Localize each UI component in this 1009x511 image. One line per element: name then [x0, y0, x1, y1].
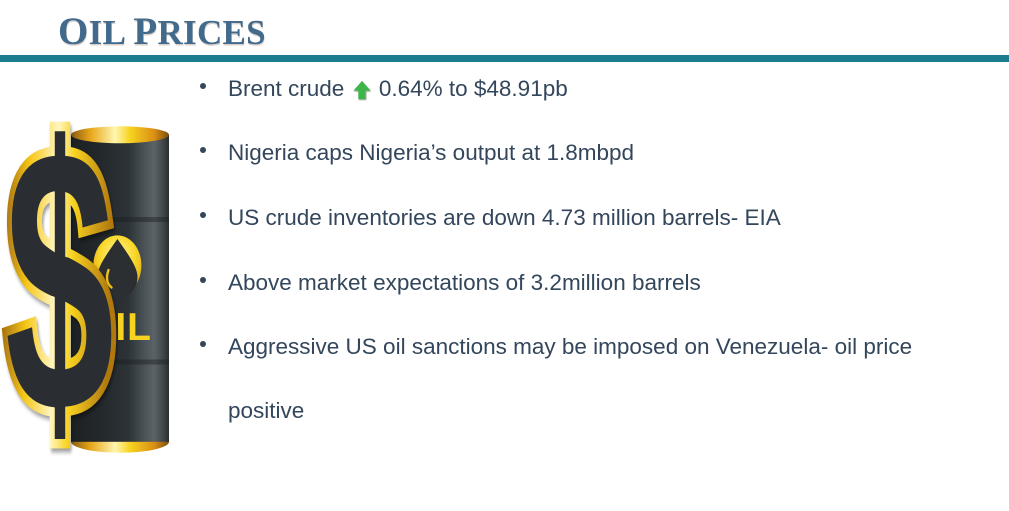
- svg-text:$: $: [5, 118, 114, 460]
